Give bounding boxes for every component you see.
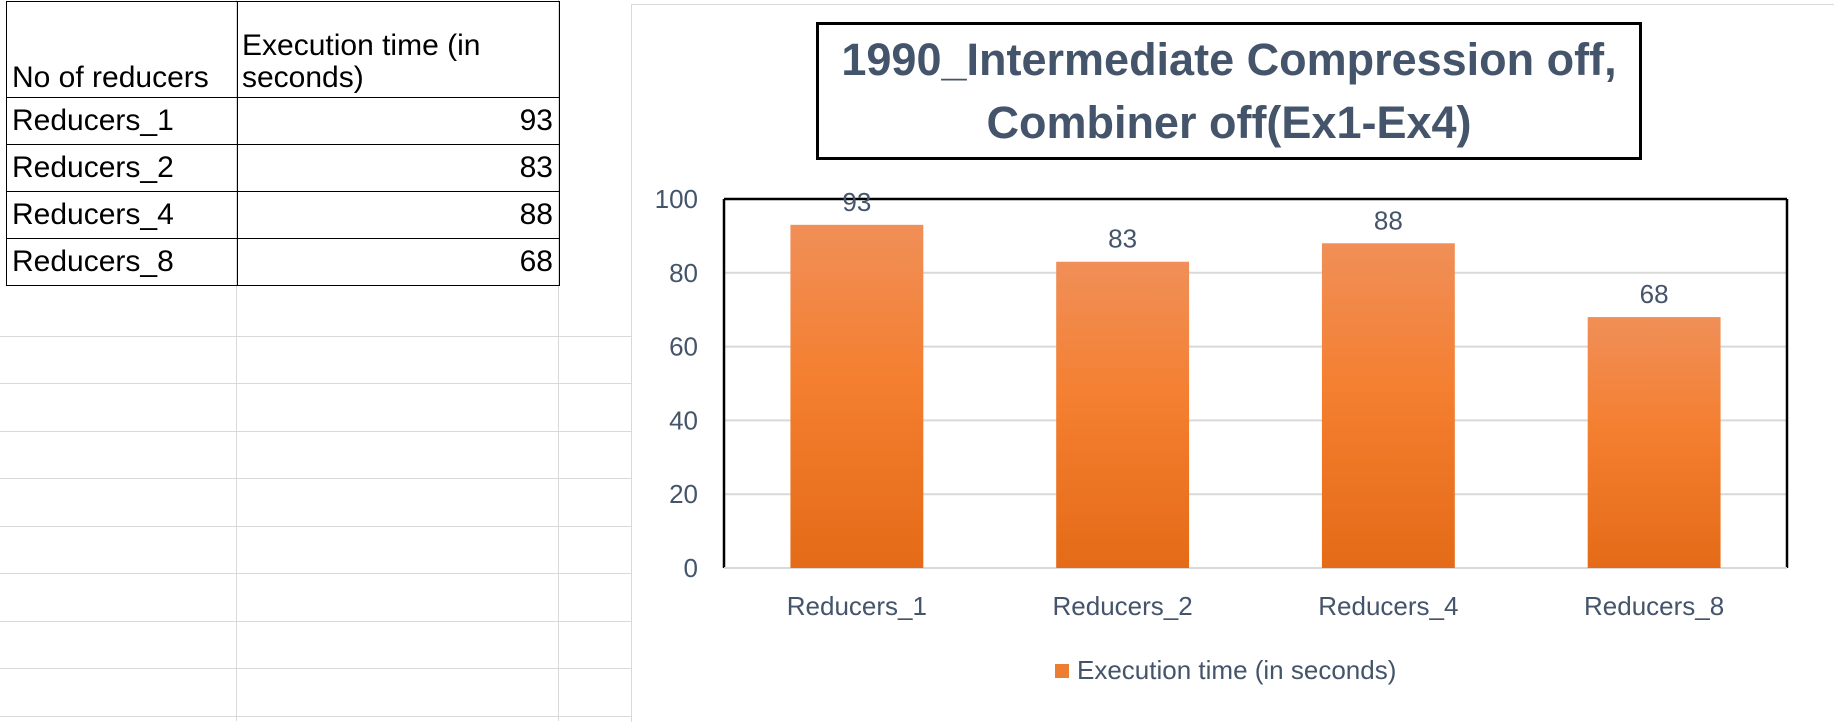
cell-name[interactable]: Reducers_8 <box>6 238 238 286</box>
y-tick-label: 40 <box>669 405 698 435</box>
cell-value[interactable]: 68 <box>237 238 560 286</box>
gridline <box>0 478 640 479</box>
gridline <box>0 336 640 337</box>
header-cell-reducers[interactable]: No of reducers <box>6 1 238 98</box>
y-tick-label: 60 <box>669 332 698 362</box>
cell-value[interactable]: 83 <box>237 144 560 192</box>
table-row: Reducers_4 88 <box>6 191 560 239</box>
gridline <box>0 573 640 574</box>
bar <box>1321 243 1455 568</box>
cell-name[interactable]: Reducers_4 <box>6 191 238 239</box>
gridline <box>558 0 559 721</box>
bar <box>790 224 924 568</box>
x-tick-label: Reducers_8 <box>1584 591 1724 621</box>
gridline <box>0 716 640 717</box>
y-tick-label: 80 <box>669 258 698 288</box>
data-label: 83 <box>1108 224 1137 254</box>
legend-swatch <box>1055 663 1069 678</box>
bar <box>1587 317 1721 568</box>
y-tick-label: 20 <box>669 479 698 509</box>
table-row: Reducers_8 68 <box>6 238 560 286</box>
table-row: Reducers_2 83 <box>6 144 560 192</box>
gridline <box>0 621 640 622</box>
y-tick-label: 100 <box>655 184 698 214</box>
x-tick-label: Reducers_4 <box>1318 591 1458 621</box>
legend-label: Execution time (in seconds) <box>1077 655 1397 685</box>
bar <box>1056 261 1190 568</box>
table-header-row: No of reducers Execution time (in second… <box>6 1 560 98</box>
x-tick-label: Reducers_2 <box>1053 591 1193 621</box>
cell-value[interactable]: 93 <box>237 97 560 145</box>
header-cell-execution-time[interactable]: Execution time (in seconds) <box>237 1 560 98</box>
gridline <box>0 431 640 432</box>
chart-title[interactable]: 1990_Intermediate Compression off, Combi… <box>816 22 1642 160</box>
gridline <box>0 526 640 527</box>
y-tick-label: 0 <box>684 553 698 583</box>
cell-name[interactable]: Reducers_1 <box>6 97 238 145</box>
cell-value[interactable]: 88 <box>237 191 560 239</box>
data-label: 88 <box>1374 205 1403 235</box>
chart-legend[interactable]: Execution time (in seconds) <box>1055 655 1396 686</box>
gridline <box>0 668 640 669</box>
data-table: No of reducers Execution time (in second… <box>6 1 560 286</box>
gridline <box>236 0 237 721</box>
cell-name[interactable]: Reducers_2 <box>6 144 238 192</box>
data-label: 68 <box>1640 279 1669 309</box>
spreadsheet-area: No of reducers Execution time (in second… <box>0 0 640 721</box>
data-label: 93 <box>842 187 871 217</box>
gridline <box>0 383 640 384</box>
table-row: Reducers_1 93 <box>6 97 560 145</box>
x-tick-label: Reducers_1 <box>787 591 927 621</box>
